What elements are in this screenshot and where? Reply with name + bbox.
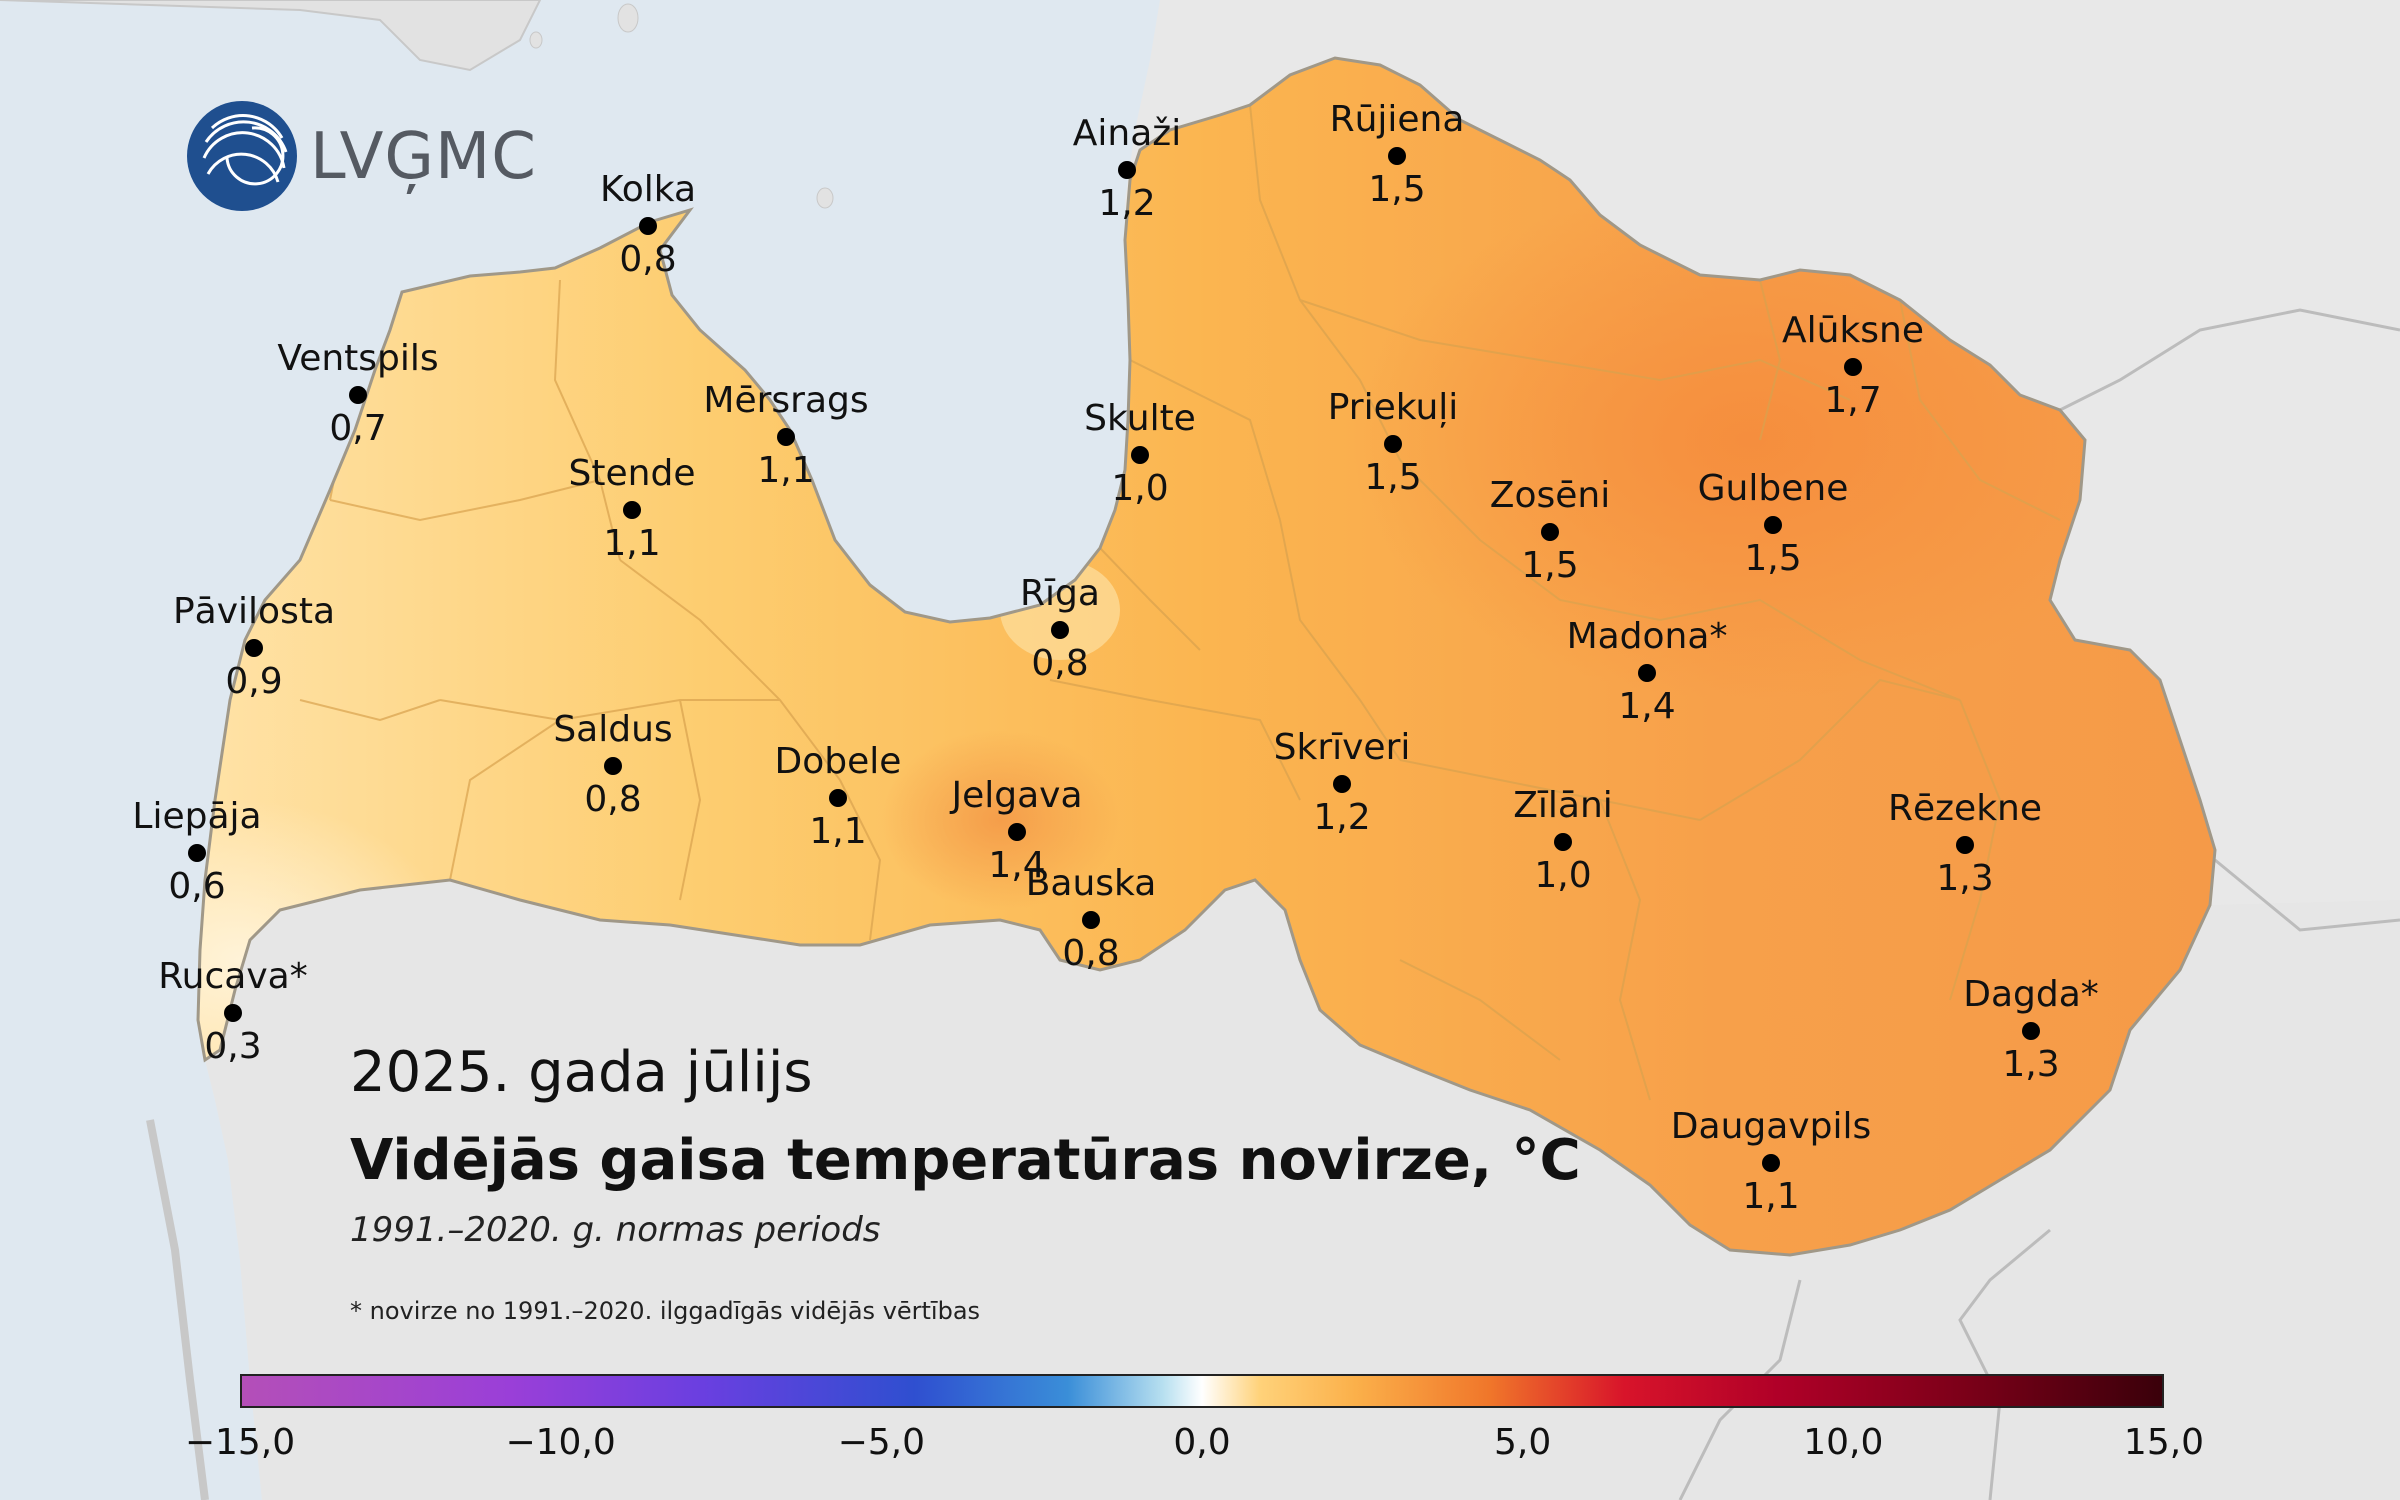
station-name: Gulbene <box>1697 468 1849 509</box>
station-value: 1,2 <box>1098 183 1156 224</box>
color-scale-tick-label: 0,0 <box>1173 1422 1231 1463</box>
station-dot <box>245 639 263 657</box>
station-value: 1,1 <box>1742 1176 1800 1217</box>
station-value: 1,5 <box>1364 457 1422 498</box>
station-name: Alūksne <box>1781 310 1925 351</box>
station-value: 0,8 <box>584 779 642 820</box>
station-value: 1,5 <box>1744 538 1802 579</box>
station-value: 0,8 <box>1062 933 1120 974</box>
station-name: Rucava* <box>158 956 308 997</box>
station-dot <box>1638 664 1656 682</box>
station-value: 1,0 <box>1111 468 1169 509</box>
station-name: Ainaži <box>1072 113 1182 154</box>
station-dot <box>1764 516 1782 534</box>
station-value: 1,4 <box>1618 686 1676 727</box>
station-name: Zosēni <box>1489 475 1611 516</box>
lvgmc-logo-icon <box>187 101 297 211</box>
station-name: Skrīveri <box>1273 727 1411 768</box>
station-dot <box>623 501 641 519</box>
station-name: Madona* <box>1566 616 1728 657</box>
station-value: 1,1 <box>757 450 815 491</box>
station-dot <box>1541 523 1559 541</box>
station-dot <box>349 386 367 404</box>
color-scale-tick-label: −5,0 <box>837 1422 926 1463</box>
station-name: Saldus <box>553 709 673 750</box>
station-dot <box>2022 1022 2040 1040</box>
station-dot <box>1956 836 1974 854</box>
station-dot <box>1554 833 1572 851</box>
color-scale-tick-label: 15,0 <box>2123 1422 2205 1463</box>
color-scale-tick-label: −15,0 <box>184 1422 296 1463</box>
station-name: Zīlāni <box>1513 785 1613 826</box>
station-dot <box>188 844 206 862</box>
station-name: Skulte <box>1084 398 1196 439</box>
station-dot <box>1051 621 1069 639</box>
station-dot <box>1082 911 1100 929</box>
station-dot <box>829 789 847 807</box>
station-value: 1,2 <box>1313 797 1371 838</box>
station-value: 1,4 <box>988 845 1046 886</box>
map-main-title: Vidējās gaisa temperatūras novirze, °C <box>350 1128 1581 1193</box>
station-value: 0,9 <box>225 661 283 702</box>
station-dot <box>1384 435 1402 453</box>
station-value: 1,5 <box>1368 169 1426 210</box>
station-dot <box>1388 147 1406 165</box>
station-name: Daugavpils <box>1670 1106 1872 1147</box>
station-value: 1,3 <box>1936 858 1994 899</box>
station-name: Liepāja <box>132 796 262 837</box>
station-dot <box>777 428 795 446</box>
color-scale-tick-label: −10,0 <box>505 1422 616 1463</box>
station-value: 1,1 <box>809 811 867 852</box>
station-name: Stende <box>568 453 696 494</box>
footnote: * novirze no 1991.–2020. ilggadīgās vidē… <box>350 1297 981 1325</box>
station-value: 1,0 <box>1534 855 1592 896</box>
station-dot <box>1333 775 1351 793</box>
station-name: Rēzekne <box>1887 788 2043 829</box>
station-value: 1,5 <box>1521 545 1579 586</box>
station-name: Bauska <box>1025 863 1157 904</box>
station-value: 0,3 <box>204 1026 262 1067</box>
station-name: Ventspils <box>277 338 439 379</box>
station-value: 0,7 <box>329 408 387 449</box>
station-name: Jelgava <box>951 775 1083 816</box>
station-dot <box>1118 161 1136 179</box>
station-dot <box>1008 823 1026 841</box>
station-dot <box>1844 358 1862 376</box>
station-value: 0,6 <box>168 866 226 907</box>
station-name: Rūjiena <box>1329 99 1465 140</box>
station-value: 1,1 <box>603 523 661 564</box>
station-name: Dagda* <box>1963 974 2099 1015</box>
station-dot <box>1131 446 1149 464</box>
station-name: Kolka <box>599 169 697 210</box>
station-name: Rīga <box>1020 573 1100 614</box>
station-value: 0,8 <box>1031 643 1089 684</box>
normal-period-note: 1991.–2020. g. normas periods <box>350 1210 881 1250</box>
logo-text: LVĢMC <box>310 120 537 194</box>
color-scale-bar <box>240 1374 2164 1408</box>
color-scale-tick-label: 10,0 <box>1803 1422 1884 1463</box>
station-value: 0,8 <box>619 239 677 280</box>
station-value: 1,7 <box>1824 380 1882 421</box>
station-name: Mērsrags <box>703 380 869 421</box>
station-dot <box>604 757 622 775</box>
station-dot <box>639 217 657 235</box>
station-dot <box>224 1004 242 1022</box>
station-name: Dobele <box>774 741 902 782</box>
station-name: Pāvilosta <box>172 591 336 632</box>
map-period-title: 2025. gada jūlijs <box>350 1040 813 1105</box>
station-name: Priekuļi <box>1327 387 1459 428</box>
color-scale-tick-label: 5,0 <box>1494 1422 1552 1463</box>
station-value: 1,3 <box>2002 1044 2060 1085</box>
station-dot <box>1762 1154 1780 1172</box>
